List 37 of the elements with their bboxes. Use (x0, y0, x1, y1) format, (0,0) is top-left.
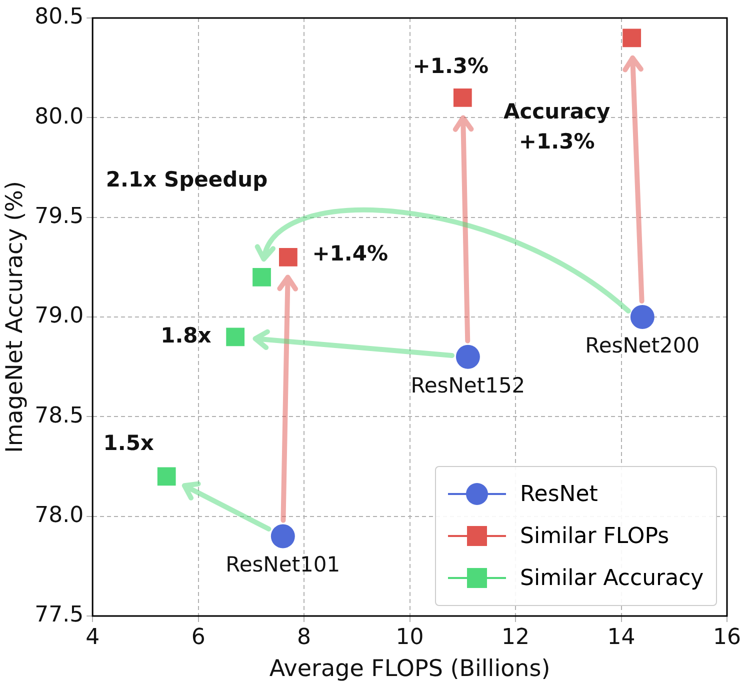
x-tick-label: 6 (191, 624, 206, 650)
annotation: ResNet200 (585, 333, 700, 358)
annotation: 2.1x Speedup (106, 168, 268, 192)
y-axis-title: ImageNet Accuracy (%) (2, 181, 28, 453)
point (270, 524, 295, 548)
point (279, 248, 298, 266)
x-axis-title: Average FLOPS (Billions) (269, 656, 550, 682)
x-tick-label: 12 (502, 624, 530, 650)
annotation: 1.5x (103, 430, 154, 455)
y-tick-label: 80.0 (34, 104, 84, 130)
y-tick-label: 78.0 (34, 503, 84, 528)
x-tick-label: 8 (297, 624, 312, 650)
legend-label: ResNet (520, 482, 598, 506)
y-tick-label: 77.5 (34, 602, 84, 628)
point (453, 88, 472, 107)
x-tick-label: 10 (396, 624, 424, 650)
point (630, 305, 654, 329)
y-tick-label: 79.0 (34, 304, 84, 329)
point (622, 28, 642, 48)
x-tick-label: 14 (607, 624, 636, 650)
point (226, 328, 245, 346)
y-tick-label: 80.5 (34, 4, 84, 30)
annotation: +1.3% (412, 54, 489, 78)
x-tick-label: 4 (86, 624, 100, 650)
annotation: ResNet101 (226, 552, 340, 577)
y-tick-label: 79.5 (34, 204, 84, 230)
annotation: Accuracy +1.3% (503, 99, 611, 154)
point (157, 467, 176, 486)
annotation: 1.8x (160, 323, 212, 348)
legend-label: Similar FLOPs (520, 524, 670, 548)
annotation: ResNet152 (410, 373, 526, 398)
x-tick-label: 16 (713, 624, 742, 650)
point (456, 344, 480, 369)
y-tick-label: 78.5 (34, 403, 84, 428)
annotation: +1.4% (312, 242, 388, 266)
legend-label: Similar Accuracy (520, 566, 704, 590)
point (252, 268, 271, 286)
